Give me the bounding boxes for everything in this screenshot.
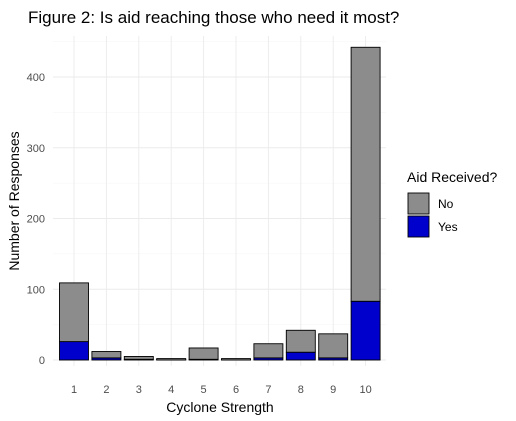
bar-no-4 bbox=[156, 358, 187, 361]
legend-title: Aid Received? bbox=[407, 169, 497, 185]
x-tick-label-2: 2 bbox=[103, 384, 109, 396]
y-tick-label-100: 100 bbox=[27, 284, 45, 296]
x-tick-label-8: 8 bbox=[298, 384, 304, 396]
x-tick-label-10: 10 bbox=[359, 384, 371, 396]
bar-no-10 bbox=[350, 46, 381, 302]
legend-key-no bbox=[407, 192, 430, 215]
chart-title: Figure 2: Is aid reaching those who need… bbox=[28, 8, 399, 27]
legend-label-yes: Yes bbox=[438, 220, 458, 234]
bar-no-8 bbox=[285, 329, 316, 353]
bar-no-2 bbox=[91, 351, 122, 359]
bar-no-1 bbox=[59, 282, 89, 343]
x-tick-label-3: 3 bbox=[136, 384, 142, 396]
y-axis-title: Number of Responses bbox=[6, 131, 22, 270]
x-tick-label-5: 5 bbox=[201, 384, 207, 396]
y-tick-labels: 0 100 200 300 400 bbox=[27, 72, 45, 367]
x-tick-label-9: 9 bbox=[330, 384, 336, 396]
bar-yes-1 bbox=[59, 341, 89, 361]
x-tick-label-6: 6 bbox=[233, 384, 239, 396]
bar-yes-8 bbox=[285, 351, 316, 361]
y-tick-label-0: 0 bbox=[39, 355, 45, 367]
grid-lines bbox=[53, 36, 386, 366]
y-tick-label-200: 200 bbox=[27, 214, 45, 226]
bars bbox=[59, 46, 381, 361]
bar-yes-10 bbox=[350, 300, 381, 361]
legend-label-no: No bbox=[438, 197, 454, 211]
x-tick-labels: 1 2 3 4 5 6 7 8 9 10 bbox=[71, 384, 372, 396]
x-tick-label-4: 4 bbox=[168, 384, 174, 396]
bar-no-3 bbox=[123, 356, 154, 360]
bar-no-9 bbox=[318, 333, 349, 359]
legend-key-yes bbox=[407, 215, 430, 238]
y-tick-label-300: 300 bbox=[27, 143, 45, 155]
x-tick-label-7: 7 bbox=[265, 384, 271, 396]
bar-no-7 bbox=[253, 343, 284, 359]
x-tick-label-1: 1 bbox=[71, 384, 77, 396]
x-axis-title: Cyclone Strength bbox=[166, 399, 273, 415]
legend: Aid Received? No Yes bbox=[407, 169, 497, 238]
bar-no-5 bbox=[188, 347, 219, 360]
y-tick-label-400: 400 bbox=[27, 72, 45, 84]
bar-no-6 bbox=[221, 358, 251, 361]
